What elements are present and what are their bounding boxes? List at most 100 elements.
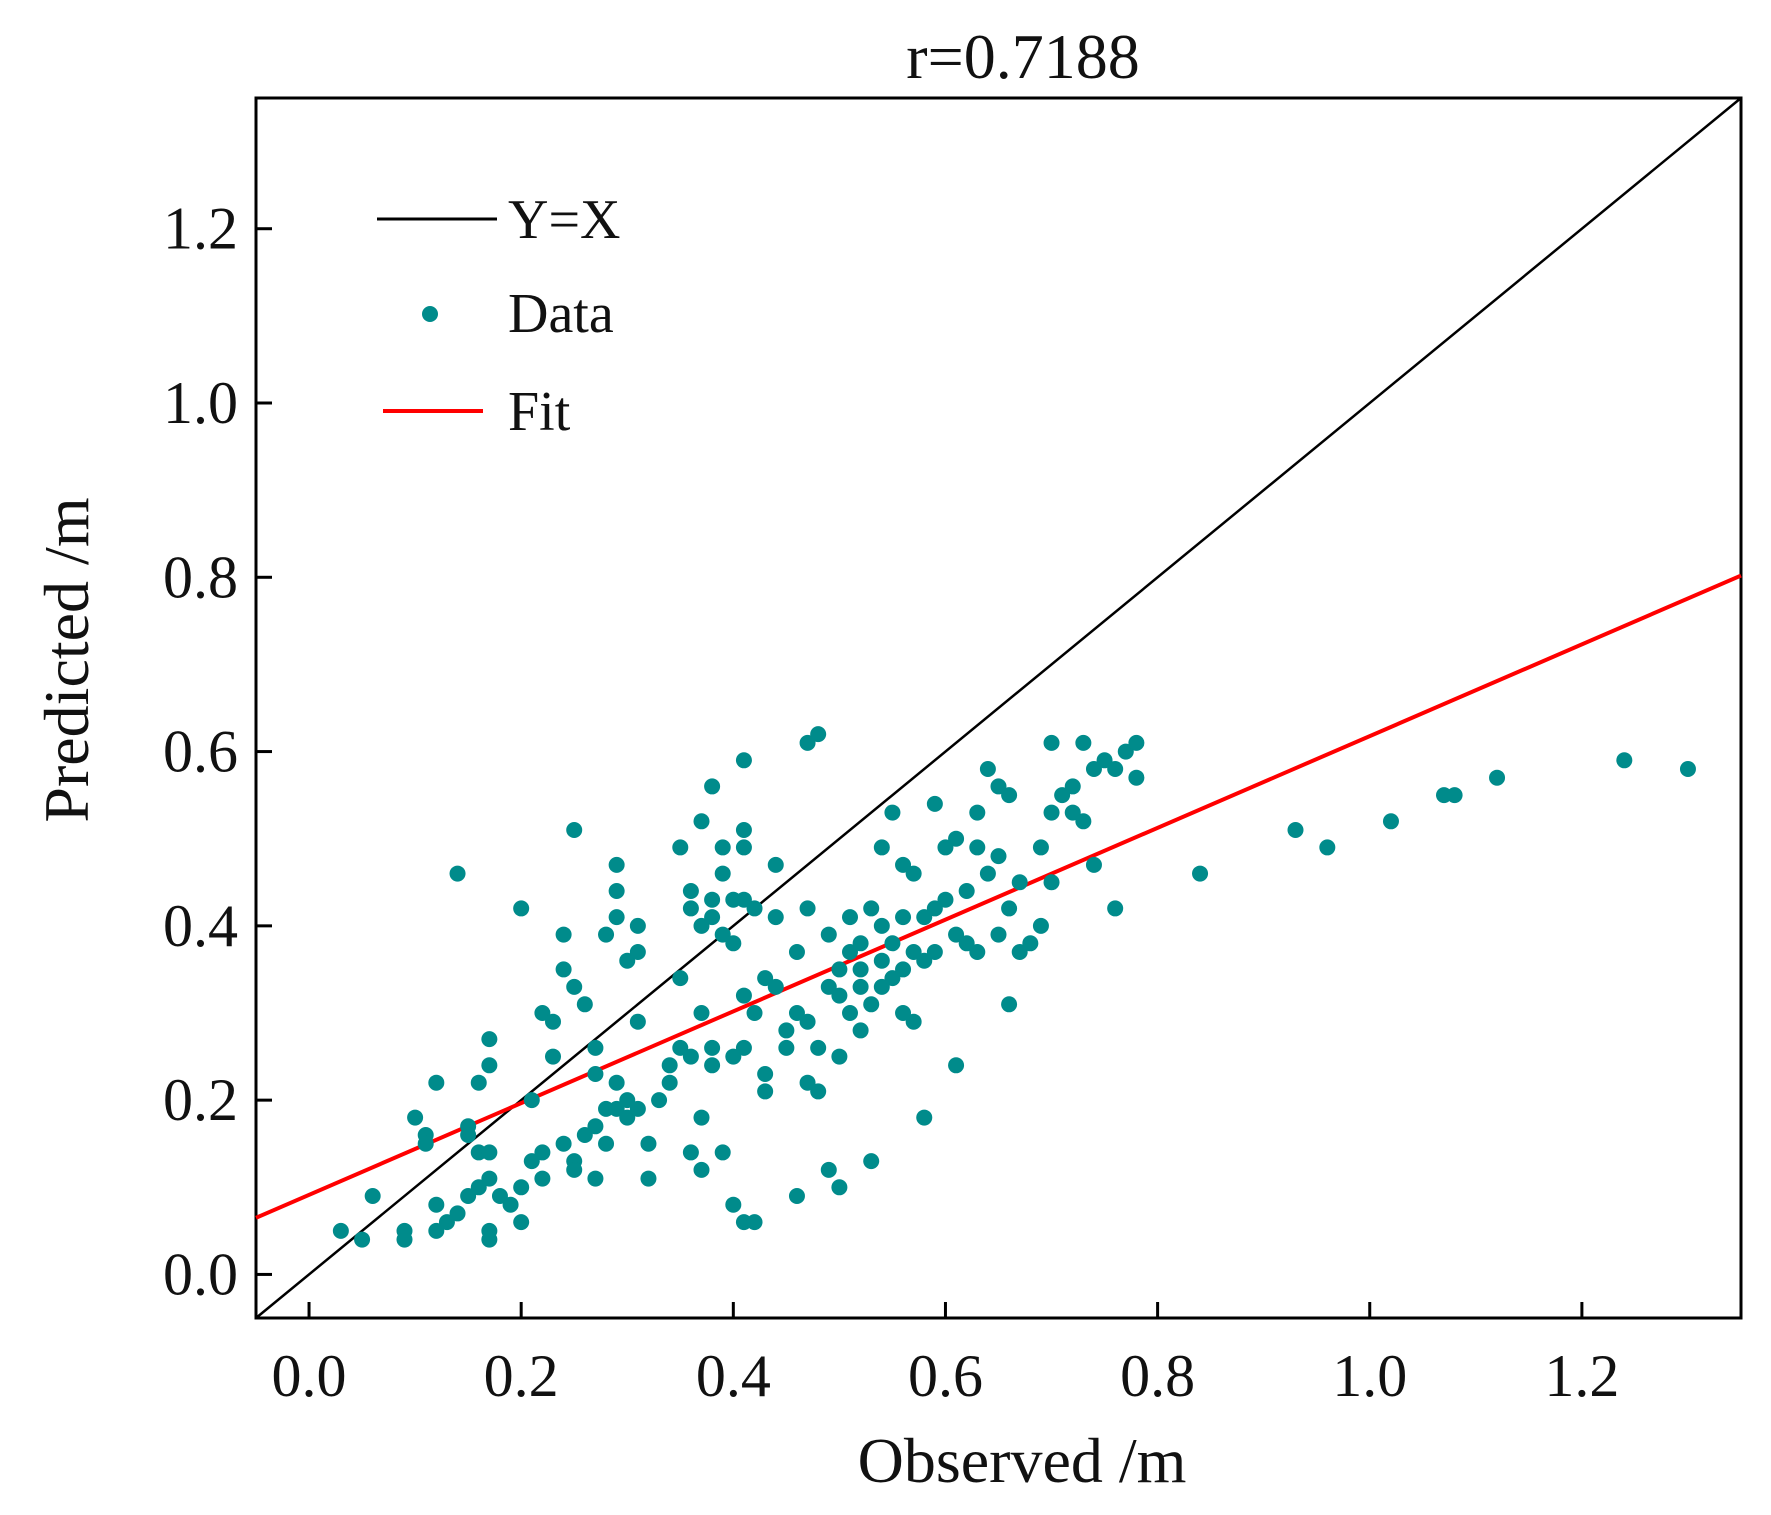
- data-point: [470, 1179, 487, 1196]
- data-point: [460, 1188, 477, 1204]
- data-point: [407, 1109, 424, 1126]
- data-point: [629, 1100, 646, 1117]
- data-point: [428, 1074, 445, 1091]
- data-point: [1064, 778, 1081, 795]
- data-point: [767, 978, 784, 995]
- data-point: [895, 961, 912, 978]
- data-point: [863, 1153, 880, 1170]
- data-point: [1128, 734, 1145, 751]
- data-point: [799, 1013, 816, 1030]
- data-point: [1001, 787, 1018, 804]
- chart-title: r=0.7188: [906, 21, 1139, 92]
- data-point: [704, 1057, 721, 1074]
- x-axis: 0.0 0.2 0.4 0.6 0.8 1.0 1.2: [272, 1302, 1619, 1409]
- data-point: [958, 935, 975, 952]
- data-point: [1128, 769, 1145, 786]
- data-point: [598, 926, 615, 943]
- data-point: [682, 1048, 699, 1065]
- data-point: [831, 987, 848, 1004]
- data-point: [767, 856, 784, 873]
- data-point: [714, 839, 731, 856]
- data-point: [926, 944, 943, 960]
- x-tick-label: 1.2: [1544, 1343, 1619, 1409]
- data-point: [332, 1222, 349, 1239]
- data-point: [1489, 769, 1506, 786]
- data-point: [1022, 935, 1039, 952]
- data-point: [629, 917, 646, 934]
- data-point: [682, 1144, 699, 1161]
- y-tick-label: 1.2: [163, 196, 238, 262]
- data-point: [651, 1092, 668, 1109]
- data-point: [948, 1057, 965, 1074]
- data-point: [1054, 787, 1071, 804]
- data-point: [438, 1214, 455, 1231]
- data-point: [969, 804, 986, 821]
- data-point: [513, 900, 530, 917]
- data-point: [788, 944, 805, 960]
- data-point: [534, 1144, 551, 1161]
- data-point: [1192, 865, 1209, 882]
- data-point: [735, 839, 752, 856]
- y-axis: 0.0 0.2 0.4 0.6 0.8 1.0 1.2: [163, 196, 272, 1307]
- x-tick-label: 0.6: [908, 1343, 983, 1409]
- data-point: [757, 970, 774, 987]
- data-point: [884, 935, 901, 952]
- data-point: [661, 1057, 678, 1074]
- data-point: [852, 961, 869, 978]
- data-point: [831, 1048, 848, 1065]
- data-point: [587, 1170, 604, 1187]
- data-point: [990, 778, 1007, 795]
- data-point: [640, 1170, 657, 1187]
- data-point: [608, 1100, 625, 1117]
- data-point: [735, 752, 752, 769]
- data-point: [534, 1170, 551, 1187]
- data-point: [693, 1005, 710, 1021]
- data-point: [725, 935, 742, 952]
- data-point: [449, 1205, 466, 1222]
- y-tick-label: 0.8: [163, 544, 238, 610]
- data-point: [937, 839, 954, 856]
- data-point: [1032, 917, 1049, 934]
- y-axis-label: Predicted /m: [31, 497, 102, 822]
- x-tick-label: 0.0: [272, 1343, 347, 1409]
- data-point: [799, 734, 816, 751]
- legend-swatch-data: [422, 306, 438, 322]
- data-point: [672, 1039, 689, 1056]
- data-point: [693, 813, 710, 830]
- y-tick-label: 0.4: [163, 893, 238, 959]
- data-point: [1011, 874, 1028, 891]
- data-point: [735, 987, 752, 1004]
- data-point: [725, 1196, 742, 1213]
- x-tick-label: 0.2: [484, 1343, 559, 1409]
- legend-label-data: Data: [508, 283, 614, 345]
- data-point: [714, 1144, 731, 1161]
- data-point: [1075, 813, 1092, 830]
- y-tick-label: 0.2: [163, 1067, 238, 1133]
- data-point: [873, 917, 890, 934]
- data-point: [979, 865, 996, 882]
- data-point: [990, 848, 1007, 865]
- x-tick-label: 0.8: [1120, 1343, 1195, 1409]
- data-point: [1446, 787, 1463, 804]
- data-point: [481, 1031, 498, 1048]
- data-point: [481, 1231, 498, 1248]
- data-point: [926, 795, 943, 812]
- data-point: [905, 865, 922, 882]
- data-point: [481, 1170, 498, 1187]
- data-point: [587, 1066, 604, 1082]
- identity-line: [255, 97, 1742, 1319]
- data-point: [481, 1144, 498, 1161]
- data-point: [1107, 761, 1124, 777]
- data-point: [1043, 734, 1060, 751]
- data-point: [1064, 804, 1081, 821]
- data-point: [545, 1013, 561, 1030]
- data-point: [566, 1161, 583, 1178]
- data-point: [1382, 813, 1399, 830]
- data-point: [354, 1231, 371, 1248]
- data-point: [937, 891, 954, 908]
- data-point: [428, 1196, 445, 1213]
- data-point: [704, 909, 721, 926]
- data-point: [969, 839, 986, 856]
- data-point: [916, 952, 933, 969]
- series-lines: [255, 97, 1742, 1319]
